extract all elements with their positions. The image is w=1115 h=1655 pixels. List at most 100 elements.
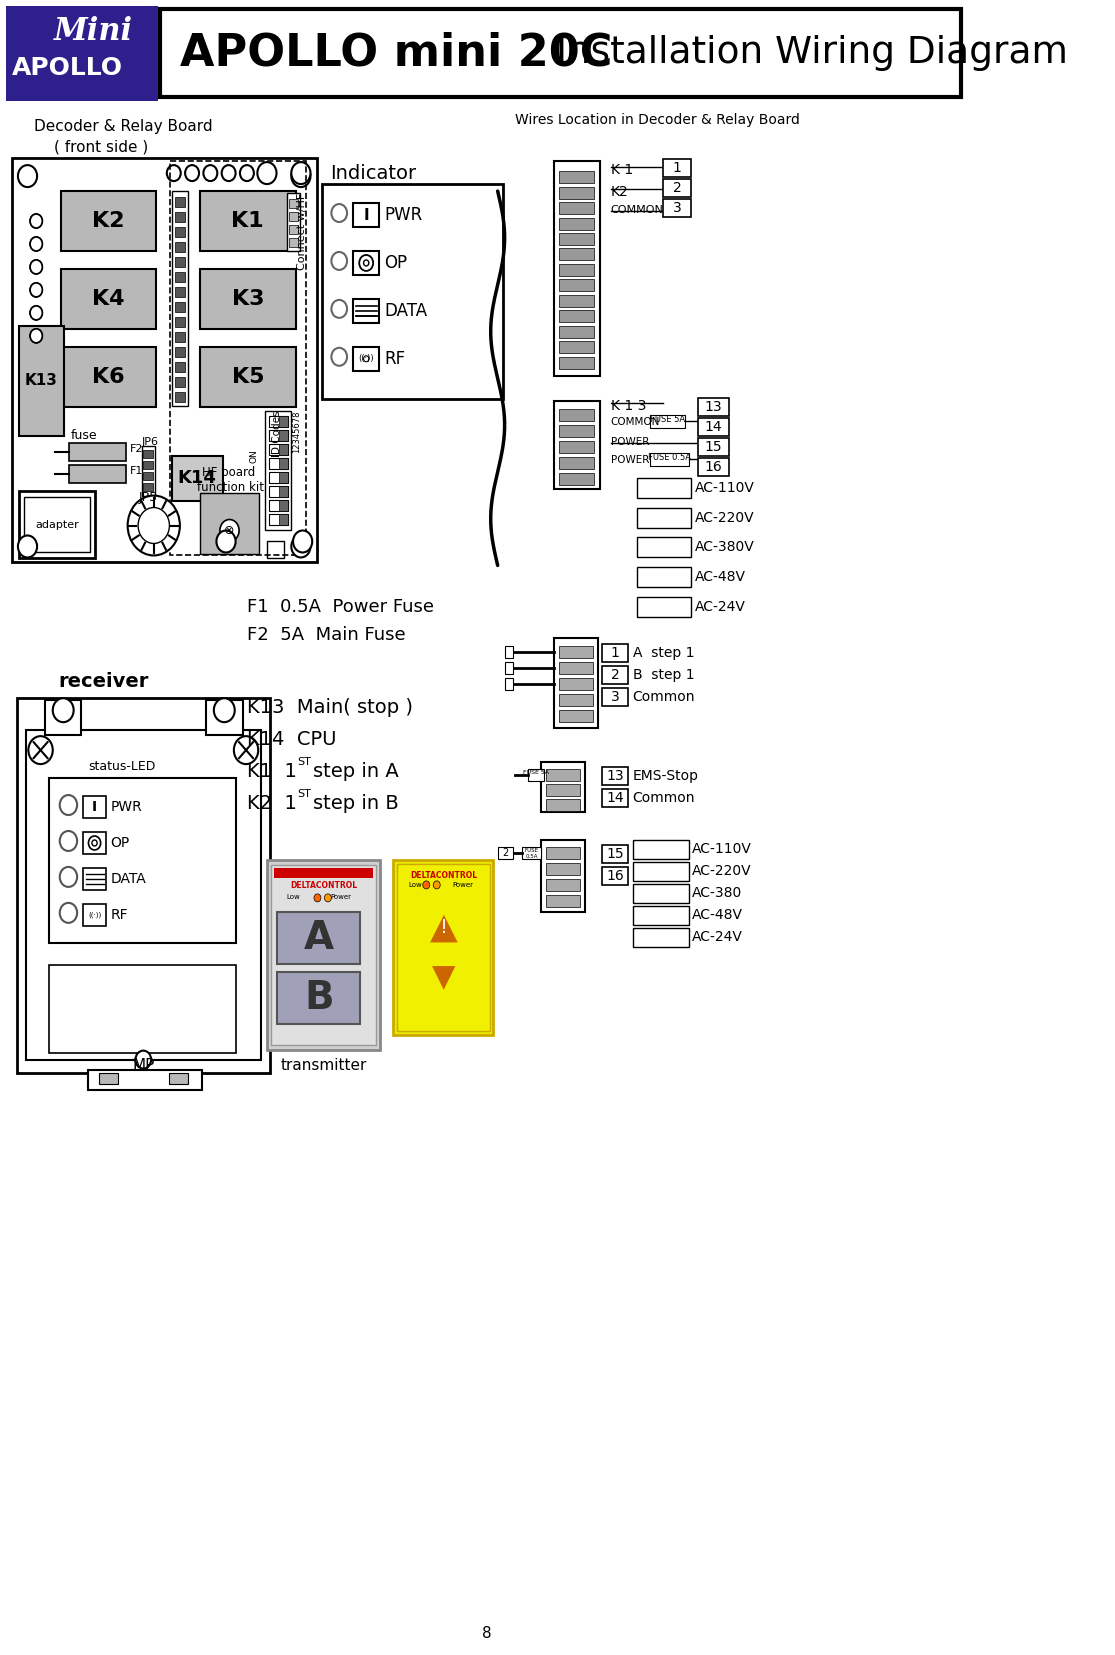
- Circle shape: [363, 356, 369, 362]
- Text: F2  5A  Main Fuse: F2 5A Main Fuse: [246, 626, 406, 644]
- Bar: [60, 270, 156, 329]
- Text: ((·)): ((·)): [88, 912, 101, 919]
- Text: FUSE
0.5A: FUSE 0.5A: [525, 847, 539, 859]
- Circle shape: [30, 260, 42, 275]
- Text: Low: Low: [408, 882, 421, 889]
- Bar: [560, 170, 594, 184]
- Text: K 1: K 1: [611, 164, 633, 177]
- Text: COMMON: COMMON: [611, 205, 663, 215]
- Circle shape: [60, 794, 77, 814]
- Bar: [559, 693, 593, 707]
- Circle shape: [30, 306, 42, 319]
- Text: K5: K5: [232, 367, 264, 387]
- Text: AC-48V: AC-48V: [691, 909, 743, 922]
- Bar: [397, 864, 489, 1031]
- Bar: [279, 415, 288, 427]
- Circle shape: [331, 348, 347, 366]
- Circle shape: [331, 252, 347, 270]
- Bar: [88, 1069, 202, 1089]
- Circle shape: [314, 894, 321, 902]
- Bar: [353, 300, 379, 323]
- Text: AC-24V: AC-24V: [691, 930, 743, 945]
- Bar: [632, 928, 689, 947]
- Bar: [200, 270, 295, 329]
- Bar: [69, 442, 126, 460]
- Bar: [545, 847, 581, 859]
- Bar: [175, 377, 185, 387]
- Circle shape: [216, 531, 235, 553]
- Bar: [175, 227, 185, 237]
- Circle shape: [60, 904, 77, 923]
- Circle shape: [331, 300, 347, 318]
- Bar: [559, 647, 593, 659]
- Bar: [541, 761, 584, 813]
- Bar: [560, 326, 594, 338]
- Bar: [269, 458, 288, 468]
- Bar: [394, 861, 493, 1034]
- Bar: [560, 425, 594, 437]
- Text: Low: Low: [287, 894, 300, 900]
- Bar: [175, 242, 185, 252]
- Bar: [25, 496, 90, 553]
- Bar: [559, 679, 593, 690]
- Bar: [159, 10, 961, 98]
- Text: 2: 2: [672, 180, 681, 195]
- Text: 1: 1: [611, 647, 620, 660]
- Text: AC-24V: AC-24V: [696, 601, 746, 614]
- Bar: [60, 190, 156, 252]
- Text: K14: K14: [178, 468, 216, 487]
- Bar: [560, 341, 594, 353]
- Text: ((·)): ((·)): [358, 354, 374, 364]
- Text: RF: RF: [110, 909, 128, 922]
- Bar: [49, 778, 236, 943]
- Text: K14  CPU: K14 CPU: [246, 730, 337, 750]
- Bar: [559, 662, 593, 674]
- Bar: [637, 568, 691, 588]
- Bar: [353, 204, 379, 227]
- Text: OP: OP: [385, 253, 408, 271]
- Text: Wires Location in Decoder & Relay Board: Wires Location in Decoder & Relay Board: [515, 113, 799, 127]
- Circle shape: [331, 204, 347, 222]
- Bar: [17, 698, 270, 1072]
- Bar: [45, 700, 81, 735]
- Bar: [84, 832, 106, 854]
- Text: transmitter: transmitter: [280, 1058, 367, 1072]
- Text: MP: MP: [132, 1058, 155, 1072]
- Text: APOLLO: APOLLO: [12, 56, 123, 81]
- Text: K1  1: K1 1: [246, 761, 297, 781]
- Bar: [554, 639, 598, 728]
- Text: 16: 16: [607, 869, 624, 882]
- Text: F1  0.5A  Power Fuse: F1 0.5A Power Fuse: [246, 599, 434, 616]
- Bar: [279, 444, 288, 455]
- Circle shape: [167, 166, 181, 180]
- Bar: [278, 912, 360, 963]
- Bar: [529, 770, 544, 781]
- Text: AC-380: AC-380: [691, 887, 743, 900]
- Bar: [142, 445, 155, 495]
- Circle shape: [28, 736, 52, 765]
- Text: step in A: step in A: [313, 761, 399, 781]
- Bar: [206, 700, 243, 735]
- Bar: [541, 841, 584, 912]
- Bar: [560, 233, 594, 245]
- Circle shape: [30, 306, 42, 319]
- Text: EMS-Stop: EMS-Stop: [632, 770, 699, 783]
- Bar: [602, 867, 628, 885]
- Bar: [6, 7, 158, 101]
- Bar: [269, 415, 288, 427]
- Text: AC-380V: AC-380V: [696, 541, 755, 554]
- Bar: [279, 485, 288, 496]
- Circle shape: [185, 166, 200, 180]
- Bar: [554, 161, 600, 376]
- Text: PWR: PWR: [110, 799, 142, 814]
- Bar: [200, 190, 295, 252]
- Bar: [175, 286, 185, 296]
- Bar: [560, 440, 594, 452]
- Text: HF board: HF board: [202, 465, 255, 478]
- Text: 13: 13: [607, 770, 624, 783]
- Bar: [560, 217, 594, 230]
- Text: ON: ON: [250, 449, 259, 462]
- Bar: [84, 867, 106, 890]
- Circle shape: [434, 880, 440, 889]
- Text: fuse: fuse: [71, 429, 98, 442]
